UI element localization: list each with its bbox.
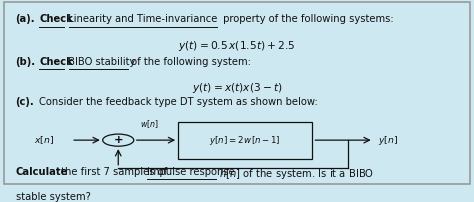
- Circle shape: [103, 134, 134, 146]
- Text: $y(t) = x(t)x(3 - t)$: $y(t) = x(t)x(3 - t)$: [192, 81, 282, 95]
- Text: $y(t) = 0.5\,x(1.5t) + 2.5$: $y(t) = 0.5\,x(1.5t) + 2.5$: [178, 39, 296, 53]
- Text: $x[n]$: $x[n]$: [35, 134, 55, 146]
- Text: $y[n] = 2\,w[n-1]$: $y[n] = 2\,w[n-1]$: [210, 134, 281, 147]
- Text: the first 7 samples of: the first 7 samples of: [58, 167, 170, 177]
- Text: $y[n]$: $y[n]$: [378, 134, 399, 147]
- Text: BIBO stability: BIBO stability: [65, 57, 136, 66]
- Text: (c).: (c).: [16, 97, 34, 107]
- Text: Check: Check: [39, 14, 73, 24]
- Text: $w[n]$: $w[n]$: [140, 119, 159, 130]
- Text: (a).: (a).: [16, 14, 35, 24]
- Text: Linearity and Time-invariance: Linearity and Time-invariance: [65, 14, 218, 24]
- Text: Consider the feedback type DT system as shown below:: Consider the feedback type DT system as …: [39, 97, 318, 107]
- Text: stable system?: stable system?: [16, 192, 91, 202]
- Text: impulse response: impulse response: [146, 167, 234, 177]
- Text: Calculate: Calculate: [16, 167, 68, 177]
- Text: (b).: (b).: [16, 57, 36, 66]
- FancyBboxPatch shape: [4, 2, 470, 184]
- Text: $h[n]$ of the system. Is it a BIBO: $h[n]$ of the system. Is it a BIBO: [216, 167, 374, 181]
- FancyBboxPatch shape: [178, 122, 312, 159]
- Text: of the following system:: of the following system:: [128, 57, 251, 66]
- Text: property of the following systems:: property of the following systems:: [219, 14, 393, 24]
- Text: Check: Check: [39, 57, 73, 66]
- Text: +: +: [113, 135, 123, 145]
